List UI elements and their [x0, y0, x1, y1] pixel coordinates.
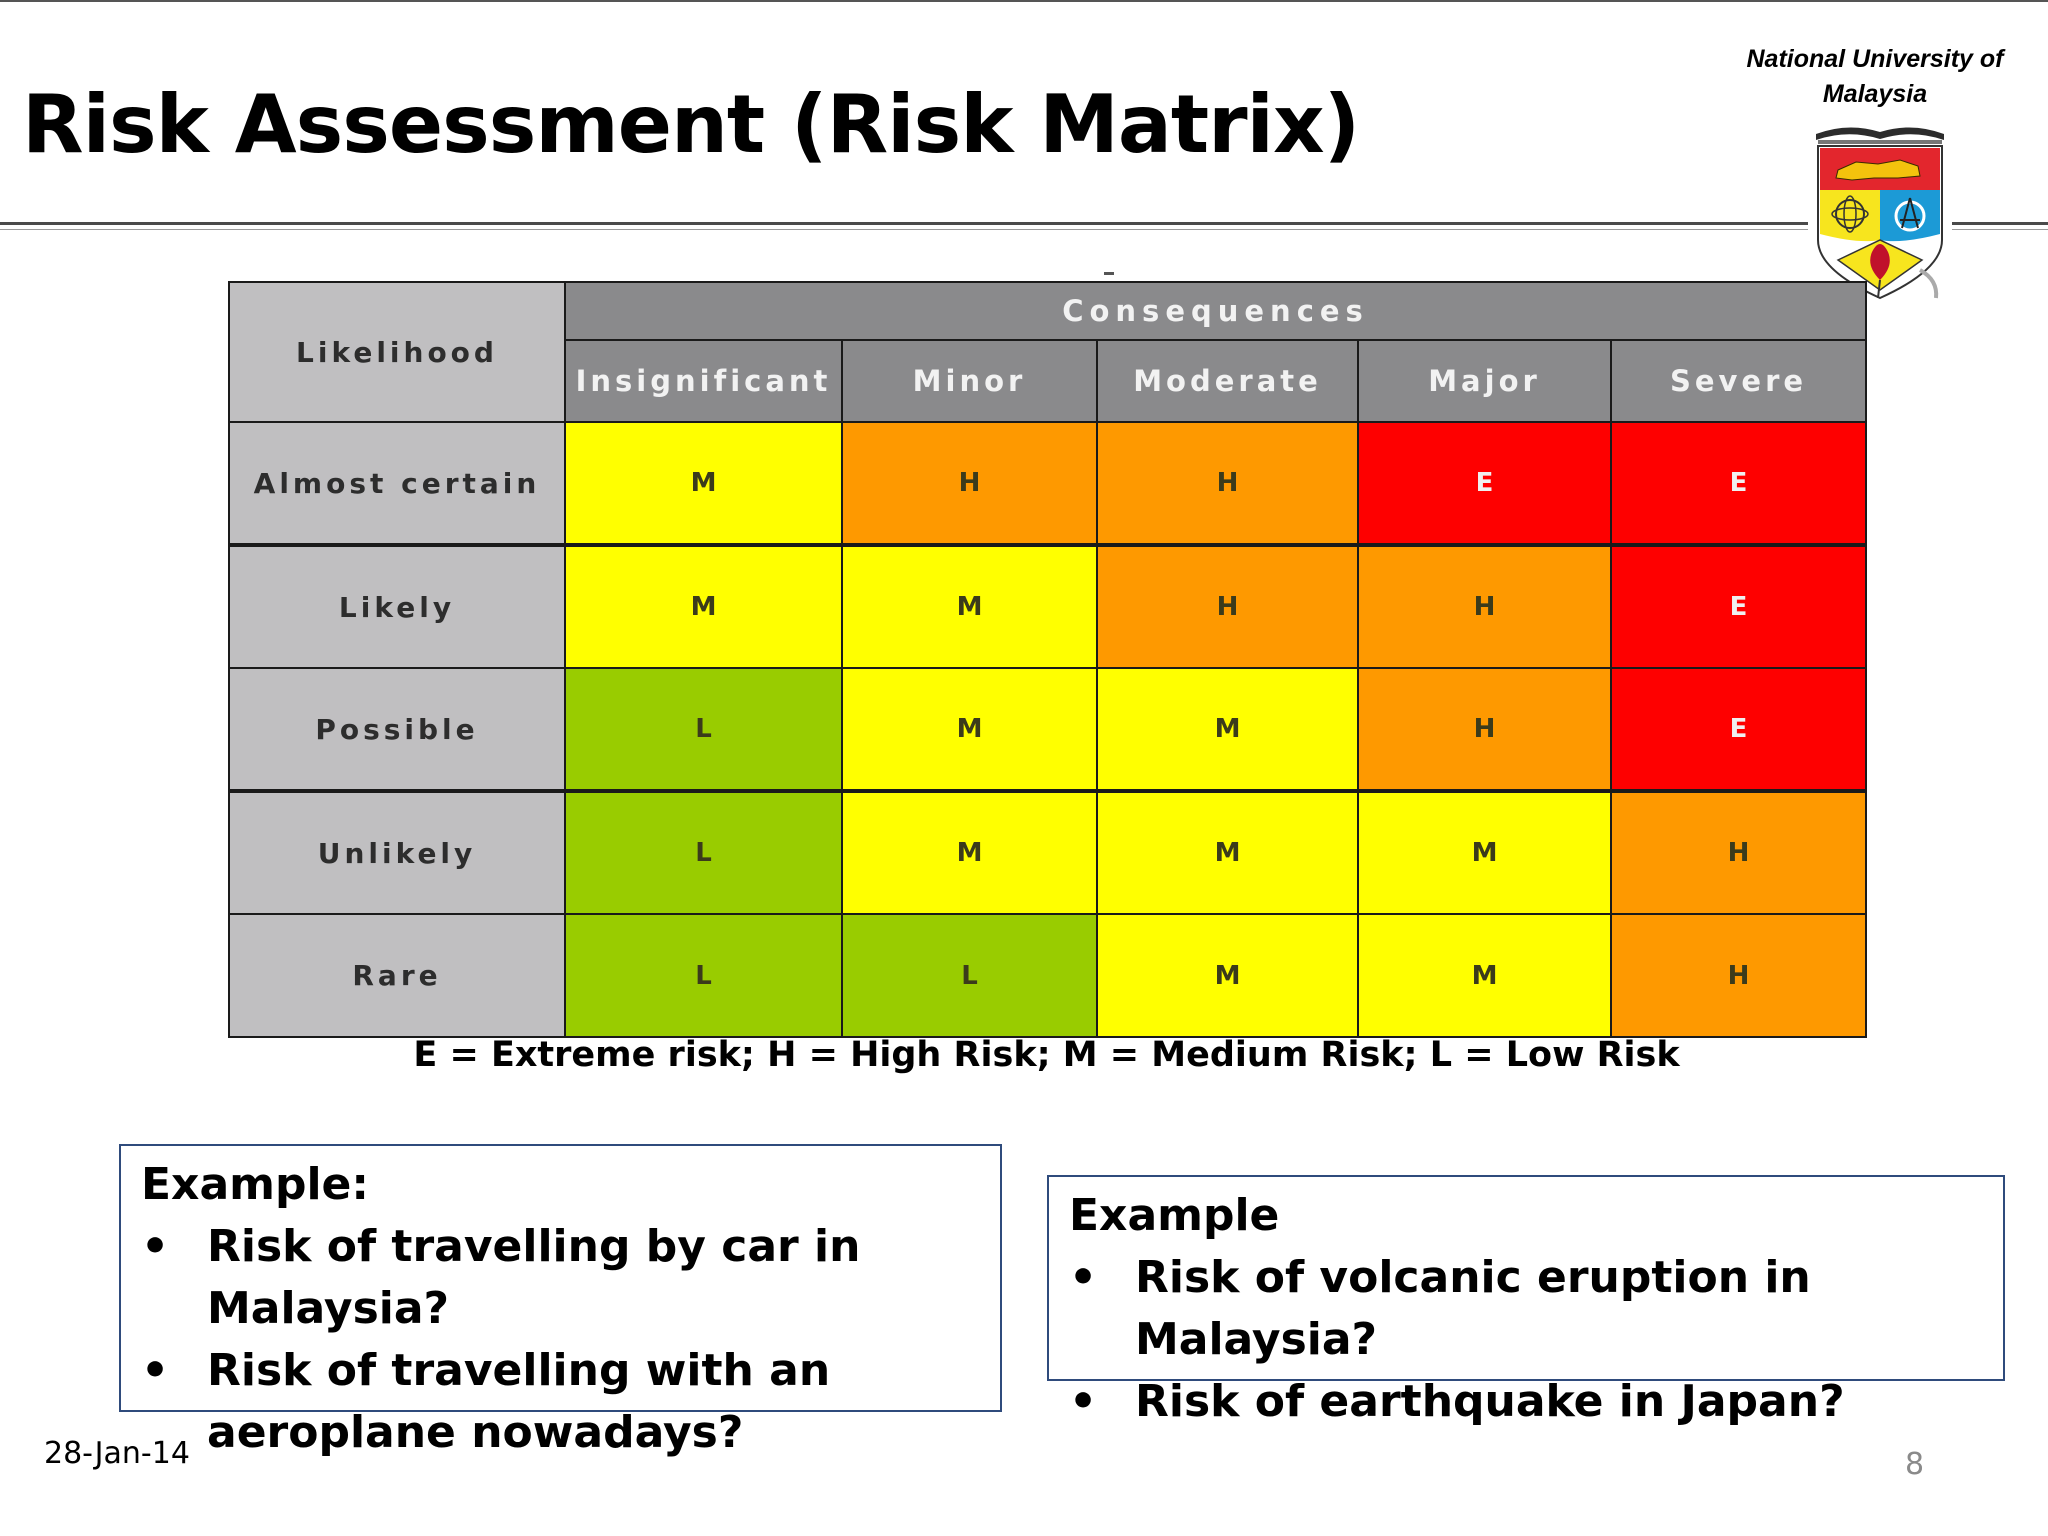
risk-cell: M: [564, 543, 843, 669]
title-underline-thin: [0, 229, 1808, 230]
risk-cell: M: [1096, 789, 1359, 915]
example-list: • Risk of travelling by car in Malaysia? •…: [141, 1216, 980, 1464]
title-underline-right-thin: [1952, 229, 2048, 230]
risk-cell: E: [1609, 543, 1868, 669]
example-list: • Risk of volcanic eruption in Malaysia? •…: [1069, 1247, 1983, 1433]
title-underline-right: [1952, 222, 2048, 225]
risk-cell: M: [564, 421, 843, 546]
risk-cell: M: [841, 667, 1098, 792]
consequence-header-minor: Minor: [841, 339, 1098, 423]
slide-title: Risk Assessment (Risk Matrix): [22, 78, 1360, 171]
matrix-row-almost-certain: Almost certain M H H E E: [228, 421, 1868, 546]
risk-cell: M: [1096, 667, 1359, 792]
likelihood-label: Likely: [228, 543, 566, 669]
likelihood-label: Unlikely: [228, 789, 566, 915]
consequences-header: Consequences: [563, 281, 1868, 341]
example-item: • Risk of travelling by car in Malaysia?: [141, 1216, 980, 1340]
risk-matrix-table: Likelihood Consequences Insignificant Min…: [228, 281, 1868, 1038]
risk-cell: E: [1609, 421, 1868, 546]
title-underline: [0, 222, 1808, 225]
risk-cell: M: [1357, 789, 1612, 915]
risk-cell: E: [1357, 421, 1612, 546]
example-heading: Example:: [141, 1159, 369, 1210]
risk-cell: H: [1096, 543, 1359, 669]
matrix-row-likely: Likely M M H H E: [228, 543, 1868, 669]
bullet-icon: •: [141, 1221, 170, 1272]
example-box-left: Example: • Risk of travelling by car in M…: [119, 1144, 1002, 1458]
top-border: [0, 0, 2048, 2]
risk-cell: H: [1609, 913, 1868, 1038]
risk-cell: L: [564, 667, 843, 792]
risk-cell: H: [1096, 421, 1359, 546]
consequence-levels-row: Insignificant Minor Moderate Major Severe: [229, 339, 1868, 423]
bullet-icon: •: [141, 1345, 170, 1396]
example-heading: Example: [1069, 1190, 1280, 1241]
decorative-dash: [1104, 272, 1114, 275]
institution-name: National University of Malaysia: [1746, 45, 2004, 108]
risk-cell: L: [841, 913, 1098, 1038]
example-box-right: Example • Risk of volcanic eruption in Ma…: [1047, 1175, 2005, 1427]
likelihood-label: Almost certain: [228, 421, 566, 546]
example-item-text: Risk of travelling by car in Malaysia?: [207, 1221, 861, 1334]
risk-cell: M: [841, 789, 1098, 915]
matrix-row-possible: Possible L M M H E: [228, 667, 1868, 792]
consequence-header-major: Major: [1357, 339, 1612, 423]
university-crest-icon: [1816, 127, 1944, 300]
matrix-row-rare: Rare L L M M H: [228, 913, 1868, 1038]
risk-cell: L: [564, 789, 843, 915]
bullet-icon: •: [1069, 1252, 1098, 1303]
example-item-text: Risk of earthquake in Japan?: [1135, 1376, 1845, 1427]
matrix-body: Almost certain M H H E E Likely M M H H E Possible L M…: [228, 421, 1868, 1038]
likelihood-header: Likelihood: [228, 281, 566, 423]
risk-cell: H: [841, 421, 1098, 546]
consequence-header-severe: Severe: [1609, 339, 1868, 423]
risk-cell: H: [1357, 667, 1612, 792]
risk-cell: M: [841, 543, 1098, 669]
risk-cell: M: [1096, 913, 1359, 1038]
example-item-text: Risk of volcanic eruption in Malaysia?: [1135, 1252, 1811, 1365]
slide-date: 28-Jan-14: [44, 1436, 190, 1471]
risk-cell: L: [564, 913, 843, 1038]
risk-cell: H: [1357, 543, 1612, 669]
risk-legend: E = Extreme risk; H = High Risk; M = Med…: [413, 1035, 1680, 1075]
page-number: 8: [1905, 1447, 1925, 1482]
matrix-row-unlikely: Unlikely L M M M H: [228, 789, 1868, 915]
risk-cell: E: [1609, 667, 1868, 792]
likelihood-label: Possible: [228, 667, 566, 792]
example-item-text: Risk of travelling with an aeroplane now…: [207, 1345, 831, 1458]
consequence-header-insignificant: Insignificant: [564, 339, 843, 423]
example-item: • Risk of earthquake in Japan?: [1069, 1371, 1983, 1433]
risk-cell: M: [1357, 913, 1612, 1038]
risk-cell: H: [1609, 789, 1868, 915]
consequence-header-moderate: Moderate: [1096, 339, 1359, 423]
example-item: • Risk of travelling with an aeroplane no…: [141, 1340, 980, 1464]
bullet-icon: •: [1069, 1376, 1098, 1427]
likelihood-label: Rare: [228, 913, 566, 1038]
example-item: • Risk of volcanic eruption in Malaysia?: [1069, 1247, 1983, 1371]
